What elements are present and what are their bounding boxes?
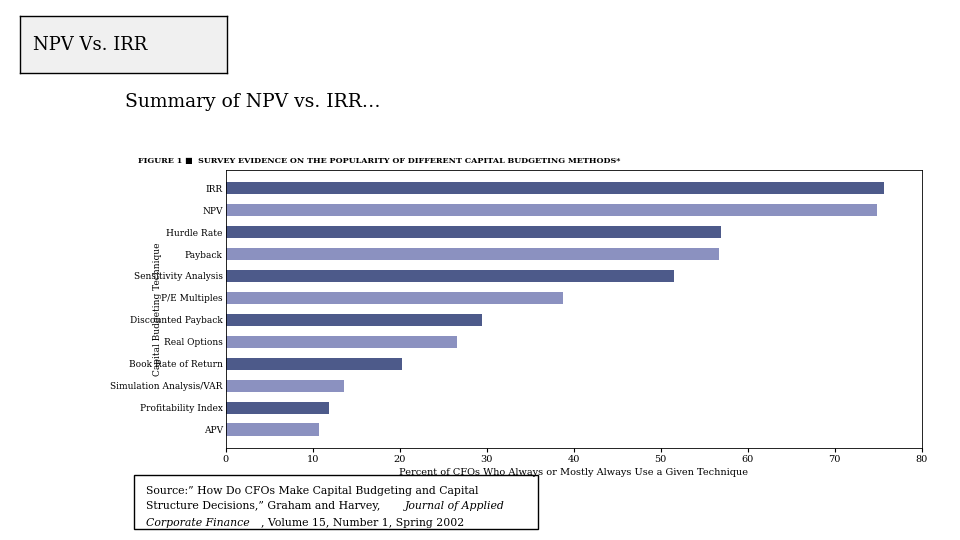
Bar [226,226,721,238]
Bar [226,357,402,370]
Text: Capital Budgeting Technique: Capital Budgeting Technique [153,242,162,376]
Bar [226,336,457,348]
Text: Corporate Finance: Corporate Finance [147,518,251,529]
Bar [226,270,674,282]
Bar [226,292,564,304]
X-axis label: Percent of CFOs Who Always or Mostly Always Use a Given Technique: Percent of CFOs Who Always or Mostly Alw… [399,468,748,477]
Bar [226,423,319,436]
Text: NPV Vs. IRR: NPV Vs. IRR [33,36,147,53]
Text: Structure Decisions,” Graham and Harvey,: Structure Decisions,” Graham and Harvey, [147,501,384,511]
Bar [226,248,719,260]
Bar [226,380,344,392]
Bar [226,314,482,326]
Text: FIGURE 1 ■  SURVEY EVIDENCE ON THE POPULARITY OF DIFFERENT CAPITAL BUDGETING MET: FIGURE 1 ■ SURVEY EVIDENCE ON THE POPULA… [138,157,621,165]
Text: Journal of Applied: Journal of Applied [404,501,504,511]
Bar [226,402,329,414]
Text: , Volume 15, Number 1, Spring 2002: , Volume 15, Number 1, Spring 2002 [261,518,465,529]
Text: Summary of NPV vs. IRR…: Summary of NPV vs. IRR… [125,93,380,111]
Bar [226,182,884,194]
Text: Source:” How Do CFOs Make Capital Budgeting and Capital: Source:” How Do CFOs Make Capital Budget… [147,486,479,496]
Bar [226,204,877,216]
